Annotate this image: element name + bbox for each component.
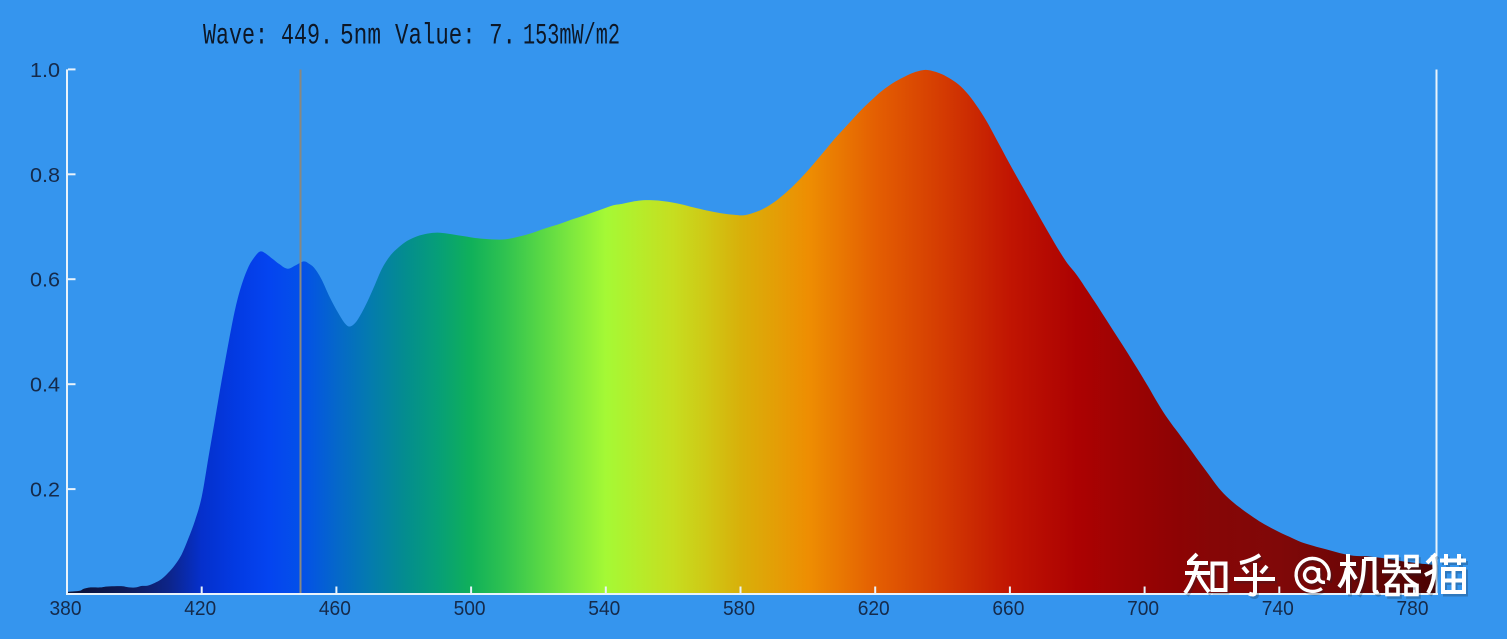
svg-text:Wave: 449.: Wave: 449.	[203, 20, 333, 54]
svg-text:0.4: 0.4	[30, 374, 60, 397]
svg-text:700: 700	[1127, 597, 1159, 620]
svg-text:0.8: 0.8	[30, 164, 60, 187]
svg-text:540: 540	[588, 597, 620, 620]
svg-text:0.6: 0.6	[30, 269, 60, 292]
svg-text:620: 620	[858, 597, 890, 620]
svg-text:660: 660	[992, 597, 1024, 620]
svg-text:460: 460	[319, 597, 351, 620]
svg-text:153mW/m2: 153mW/m2	[523, 20, 620, 54]
svg-text:780: 780	[1397, 597, 1429, 620]
svg-text:0.2: 0.2	[30, 479, 60, 502]
svg-text:740: 740	[1262, 597, 1294, 620]
svg-text:380: 380	[50, 597, 82, 620]
svg-text:580: 580	[723, 597, 755, 620]
svg-text:500: 500	[454, 597, 486, 620]
svg-text:Value: 7.: Value: 7.	[395, 20, 516, 54]
svg-text:1.0: 1.0	[30, 59, 60, 82]
svg-text:420: 420	[184, 597, 216, 620]
svg-text:5nm: 5nm	[340, 20, 381, 54]
